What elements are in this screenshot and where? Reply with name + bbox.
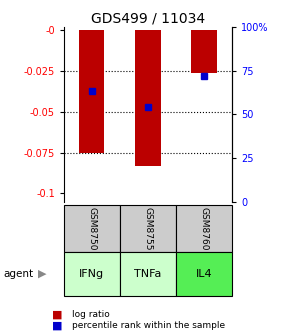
Text: percentile rank within the sample: percentile rank within the sample	[72, 322, 226, 330]
Text: ■: ■	[52, 321, 63, 331]
Text: IFNg: IFNg	[79, 269, 104, 279]
Text: agent: agent	[3, 269, 33, 279]
Text: GSM8755: GSM8755	[143, 207, 153, 250]
Text: IL4: IL4	[196, 269, 212, 279]
Bar	[64, 252, 120, 296]
Bar	[191, 30, 217, 73]
Text: ▶: ▶	[38, 269, 46, 279]
Bar	[120, 252, 176, 296]
Bar	[176, 252, 232, 296]
Bar	[64, 205, 120, 252]
Bar	[79, 30, 104, 153]
Text: log ratio: log ratio	[72, 310, 110, 319]
Text: GSM8750: GSM8750	[87, 207, 96, 250]
Bar	[120, 205, 176, 252]
Title: GDS499 / 11034: GDS499 / 11034	[91, 12, 205, 26]
Text: TNFa: TNFa	[134, 269, 162, 279]
Bar	[135, 30, 160, 166]
Text: ■: ■	[52, 309, 63, 319]
Text: GSM8760: GSM8760	[200, 207, 209, 250]
Bar	[176, 205, 232, 252]
